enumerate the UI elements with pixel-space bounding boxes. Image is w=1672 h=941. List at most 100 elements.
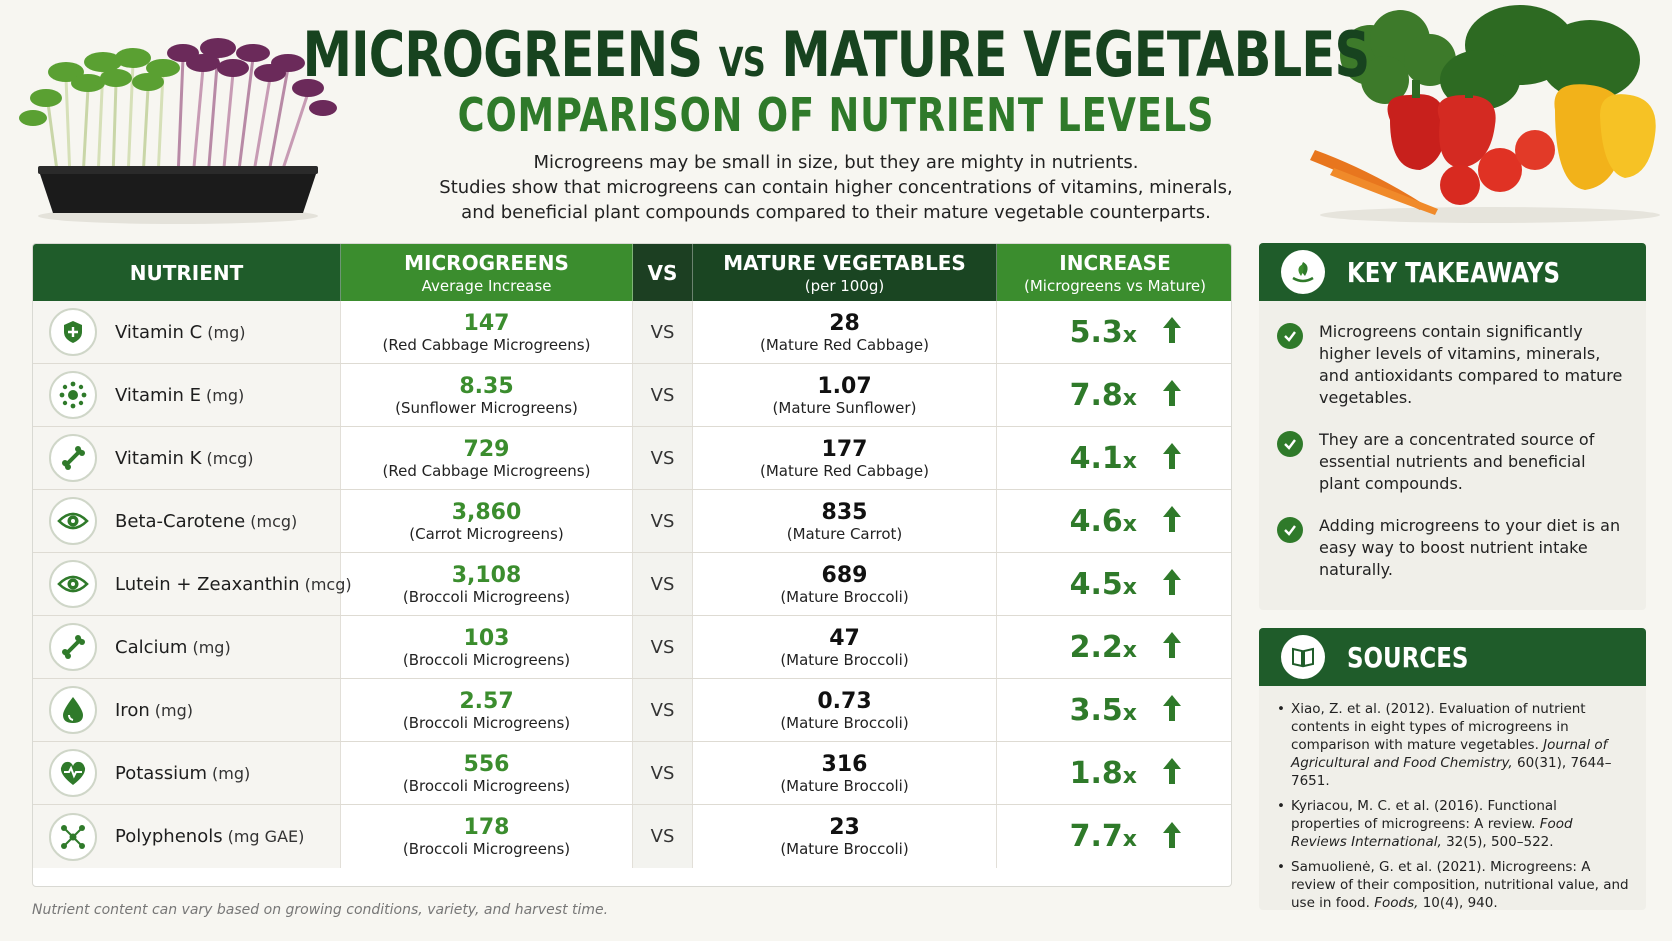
nutrient-unit: (mg GAE) <box>227 827 305 846</box>
increase-cell: 7.7x <box>997 805 1231 868</box>
header-nutrient: NUTRIENT <box>33 244 341 301</box>
increase-cell: 4.5x <box>997 553 1231 615</box>
mature-cell: 1.07 (Mature Sunflower) <box>693 364 997 426</box>
header-mature-vegetables: MATURE VEGETABLES (per 100g) <box>693 244 997 301</box>
vs-cell: VS <box>633 301 693 363</box>
sources-title: SOURCES <box>1347 640 1469 674</box>
increase-value: 4.6x <box>1069 503 1137 539</box>
arrow-up-icon <box>1137 756 1183 790</box>
mature-source: (Mature Broccoli) <box>780 840 909 858</box>
nutrient-cell: Beta-Carotene (mcg) <box>33 490 341 552</box>
mature-value: 23 <box>829 815 860 840</box>
microgreens-cell: 3,860 (Carrot Microgreens) <box>341 490 633 552</box>
key-takeaways-panel: KEY TAKEAWAYS Microgreens contain signif… <box>1259 243 1646 610</box>
vegetables-illustration <box>1310 5 1660 223</box>
table-row: Potassium (mg) 556 (Broccoli Microgreens) VS… <box>33 742 1231 805</box>
mature-source: (Mature Broccoli) <box>780 587 909 606</box>
microgreens-cell: 147 (Red Cabbage Microgreens) <box>341 301 633 363</box>
nutrient-name: Potassium <box>115 762 208 784</box>
nutrient-unit: (mg) <box>207 322 246 342</box>
increase-value: 7.8x <box>1069 377 1137 413</box>
mature-cell: 316 (Mature Broccoli) <box>693 742 997 804</box>
nutrient-cell: Lutein + Zeaxanthin (mcg) <box>33 553 352 615</box>
nutrient-cell: Calcium (mg) <box>33 616 341 678</box>
table-row: Vitamin K (mcg) 729 (Red Cabbage Microgreen… <box>33 427 1231 490</box>
increase-value: 3.5x <box>1069 692 1137 728</box>
mature-value: 47 <box>829 625 860 651</box>
nutrient-unit: (mg) <box>192 637 231 657</box>
microgreens-cell: 729 (Red Cabbage Microgreens) <box>341 427 633 489</box>
microgreens-cell: 2.57 (Broccoli Microgreens) <box>341 679 633 741</box>
nutrient-cell: Vitamin E (mg) <box>33 364 341 426</box>
nutrient-name: Polyphenols <box>115 826 223 847</box>
microgreens-value: 103 <box>463 625 510 651</box>
eye-icon <box>49 560 97 608</box>
drop-icon <box>49 686 97 734</box>
takeaway-item: Microgreens contain significantly higher… <box>1277 321 1628 409</box>
nutrient-unit: (mg) <box>212 763 251 783</box>
microgreens-value: 729 <box>463 436 510 462</box>
molecule-ring-icon <box>49 371 97 419</box>
table-body: Vitamin C (mg) 147 (Red Cabbage Microgreens… <box>33 301 1231 868</box>
nutrient-name: Vitamin E <box>115 384 202 406</box>
mature-value: 316 <box>821 751 868 777</box>
increase-cell: 5.3x <box>997 301 1231 363</box>
mature-value: 0.73 <box>817 688 872 714</box>
vs-cell: VS <box>633 364 693 426</box>
increase-value: 4.5x <box>1069 566 1137 602</box>
microgreens-value: 8.35 <box>459 373 514 399</box>
nutrient-name: Vitamin K <box>115 447 202 469</box>
table-row: Beta-Carotene (mcg) 3,860 (Carrot Microgree… <box>33 490 1231 553</box>
mature-source: (Mature Broccoli) <box>780 776 909 795</box>
table-row: Calcium (mg) 103 (Broccoli Microgreens) VS 47… <box>33 616 1231 679</box>
key-takeaways-title: KEY TAKEAWAYS <box>1347 255 1560 289</box>
microgreens-value: 3,860 <box>451 499 522 525</box>
nutrient-comparison-table: NUTRIENT MICROGREENS Average Increase VS… <box>32 243 1232 887</box>
table-header: NUTRIENT MICROGREENS Average Increase VS… <box>33 244 1231 301</box>
increase-value: 7.7x <box>1069 819 1137 854</box>
page-subtitle: COMPARISON OF NUTRIENT LEVELS <box>457 88 1215 142</box>
microgreens-source: (Broccoli Microgreens) <box>402 840 571 858</box>
leaf-hand-icon <box>1281 250 1325 294</box>
mature-source: (Mature Sunflower) <box>772 398 917 417</box>
takeaway-text: Adding microgreens to your diet is an ea… <box>1319 516 1621 579</box>
microgreens-source: (Sunflower Microgreens) <box>395 398 578 417</box>
arrow-up-icon <box>1137 378 1183 412</box>
intro-text: Microgreens may be small in size, but th… <box>439 152 1233 223</box>
microgreens-source: (Broccoli Microgreens) <box>402 713 571 732</box>
source-item: • Xiao, Z. et al. (2012). Evaluation of n… <box>1277 701 1612 789</box>
vs-cell: VS <box>633 490 693 552</box>
increase-cell: 7.8x <box>997 364 1231 426</box>
vs-cell: VS <box>633 616 693 678</box>
increase-cell: 3.5x <box>997 679 1231 741</box>
mature-source: (Mature Carrot) <box>786 524 903 543</box>
arrow-up-icon <box>1137 504 1183 538</box>
mature-source: (Mature Broccoli) <box>780 650 909 669</box>
microgreens-source: (Broccoli Microgreens) <box>402 587 571 606</box>
arrow-up-icon <box>1137 693 1183 727</box>
mature-value: 28 <box>829 310 860 336</box>
table-row: Iron (mg) 2.57 (Broccoli Microgreens) VS 0.73… <box>33 679 1231 742</box>
source-item: • Kyriacou, M. C. et al. (2016). Function… <box>1277 798 1573 850</box>
header-vs: VS <box>633 244 693 301</box>
sources-header: SOURCES <box>1259 628 1646 686</box>
table-row: Vitamin C (mg) 147 (Red Cabbage Microgreens… <box>33 301 1231 364</box>
arrow-up-icon <box>1137 315 1183 349</box>
increase-value: 5.3x <box>1069 314 1137 350</box>
nutrient-name: Lutein + Zeaxanthin <box>115 573 300 595</box>
nutrient-unit: (mcg) <box>250 511 298 531</box>
check-icon <box>1277 517 1303 543</box>
microgreens-source: (Carrot Microgreens) <box>409 524 564 543</box>
microgreens-cell: 178 (Broccoli Microgreens) <box>341 805 633 868</box>
mature-source: (Mature Broccoli) <box>780 713 909 732</box>
microgreens-cell: 8.35 (Sunflower Microgreens) <box>341 364 633 426</box>
mature-cell: 47 (Mature Broccoli) <box>693 616 997 678</box>
mature-cell: 689 (Mature Broccoli) <box>693 553 997 615</box>
nutrient-unit: (mg) <box>206 385 245 405</box>
bone-icon <box>49 434 97 482</box>
mature-cell: 835 (Mature Carrot) <box>693 490 997 552</box>
microgreens-cell: 3,108 (Broccoli Microgreens) <box>341 553 633 615</box>
increase-value: 2.2x <box>1069 629 1137 665</box>
mature-cell: 23 (Mature Broccoli) <box>693 805 997 868</box>
increase-cell: 2.2x <box>997 616 1231 678</box>
